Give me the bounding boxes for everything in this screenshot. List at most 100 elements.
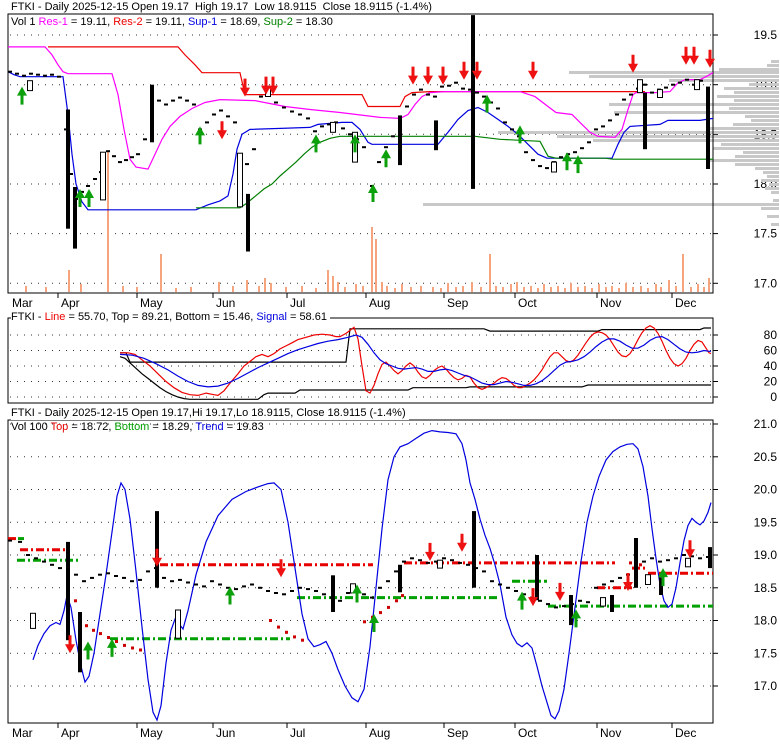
buy-signal-up-arrow-icon xyxy=(195,126,205,145)
volume-bar xyxy=(455,287,457,292)
hollow-candle xyxy=(237,152,243,208)
volume-bar xyxy=(625,283,627,292)
close-dash xyxy=(114,575,118,577)
close-dash xyxy=(643,83,647,86)
close-dash xyxy=(252,148,256,151)
close-dash xyxy=(170,580,174,583)
close-dash xyxy=(290,590,294,592)
sell-signal-down-arrow-icon xyxy=(152,548,162,567)
price-range-bar xyxy=(610,595,614,612)
sell-signal-down-arrow-icon xyxy=(628,54,638,73)
sell-signal-down-arrow-icon xyxy=(268,76,278,95)
price-range-bar xyxy=(634,538,638,588)
close-dash xyxy=(586,601,590,604)
header-text: = 58.61 xyxy=(286,311,327,323)
close-dash xyxy=(538,599,542,602)
month-label: May xyxy=(140,726,163,740)
close-dash xyxy=(314,590,318,592)
close-dash xyxy=(664,86,668,89)
close-dash xyxy=(503,121,507,124)
close-dash xyxy=(490,580,494,583)
volume-profile-bar xyxy=(593,139,779,142)
close-dash xyxy=(685,78,689,81)
close-dash xyxy=(171,99,175,102)
header-text: Vol 1 xyxy=(11,16,39,28)
close-dash xyxy=(86,185,90,187)
sell-signal-down-arrow-icon xyxy=(555,582,565,601)
month-label: Oct xyxy=(518,726,537,740)
sell-signal-down-arrow-icon xyxy=(425,542,435,561)
volume-profile-bar xyxy=(769,183,779,186)
volume-bar xyxy=(675,286,677,292)
close-dash xyxy=(245,163,249,166)
price-range-bar xyxy=(569,595,573,626)
close-dash xyxy=(26,554,30,556)
close-dash xyxy=(106,572,110,575)
stop-dot xyxy=(401,594,404,598)
line-line xyxy=(120,325,712,397)
volume-bar xyxy=(640,286,642,292)
close-dash xyxy=(124,159,128,162)
close-dash xyxy=(192,103,196,106)
close-dash xyxy=(461,87,465,90)
volume-bar xyxy=(537,288,539,292)
close-dash xyxy=(69,173,73,175)
volume-profile-bar xyxy=(589,75,779,78)
volume-profile-bar xyxy=(717,95,779,98)
price-range-bar xyxy=(535,555,539,601)
header-text: = 18.72, xyxy=(68,421,115,433)
volume-bar xyxy=(564,288,566,292)
close-dash xyxy=(466,563,470,566)
close-dash xyxy=(346,592,350,594)
close-dash xyxy=(218,583,222,586)
stop-dot xyxy=(139,648,142,652)
y-axis-label: 40 xyxy=(764,359,778,373)
trend-line xyxy=(32,429,712,722)
close-dash xyxy=(57,75,61,78)
plot-border xyxy=(7,13,714,294)
y-axis-label: 20.0 xyxy=(754,483,778,497)
header-text: = 18.29, xyxy=(149,421,196,433)
signal-line xyxy=(119,334,711,388)
buy-signal-up-arrow-icon xyxy=(350,134,360,153)
close-dash xyxy=(608,119,612,122)
sell-signal-down-arrow-icon xyxy=(681,46,691,65)
price-panel-legend: Vol 1 Res-1 = 19.11, Res-2 = 19.11, Sup-… xyxy=(11,16,333,29)
header-text: FTKI - Daily 2025-12-15 Open 19.17,Hi 19… xyxy=(11,407,406,419)
sell-signal-down-arrow-icon xyxy=(276,559,286,578)
close-dash xyxy=(266,590,270,592)
close-dash xyxy=(250,583,254,586)
close-dash xyxy=(118,161,122,164)
volume-profile-bar xyxy=(734,99,779,102)
price-range-bar xyxy=(246,193,250,252)
y-axis-label: 80 xyxy=(764,328,778,342)
close-dash xyxy=(36,73,40,76)
sell-signal-down-arrow-icon xyxy=(261,76,271,95)
close-dash xyxy=(164,103,168,106)
close-dash xyxy=(671,83,675,86)
header-text: Trend xyxy=(195,421,224,433)
volume-bar xyxy=(530,286,532,292)
header-text: = 55.70, Top = 89.21, Bottom = 15.46, xyxy=(65,311,257,323)
volume-bar xyxy=(516,282,518,292)
hollow-candle xyxy=(175,609,181,639)
sell-signal-down-arrow-icon xyxy=(685,540,695,559)
volume-bar xyxy=(381,282,383,292)
volume-profile-bar xyxy=(761,207,779,210)
close-dash xyxy=(391,135,395,138)
volume-profile-bar xyxy=(745,115,779,118)
buy-signal-up-arrow-icon xyxy=(517,591,527,610)
y-axis-label: 20 xyxy=(764,375,778,389)
buy-signal-up-arrow-icon xyxy=(225,586,235,605)
volume-profile-bar xyxy=(771,191,779,194)
close-dash xyxy=(426,561,430,564)
header-text: = 19.11, xyxy=(142,16,188,28)
close-dash xyxy=(212,113,216,116)
price-range-bar xyxy=(73,187,77,249)
y-axis-label: 18.5 xyxy=(754,581,778,595)
buy-signal-up-arrow-icon xyxy=(75,188,85,207)
close-dash xyxy=(447,84,451,87)
close-dash xyxy=(402,560,406,563)
volume-bar xyxy=(618,288,620,292)
